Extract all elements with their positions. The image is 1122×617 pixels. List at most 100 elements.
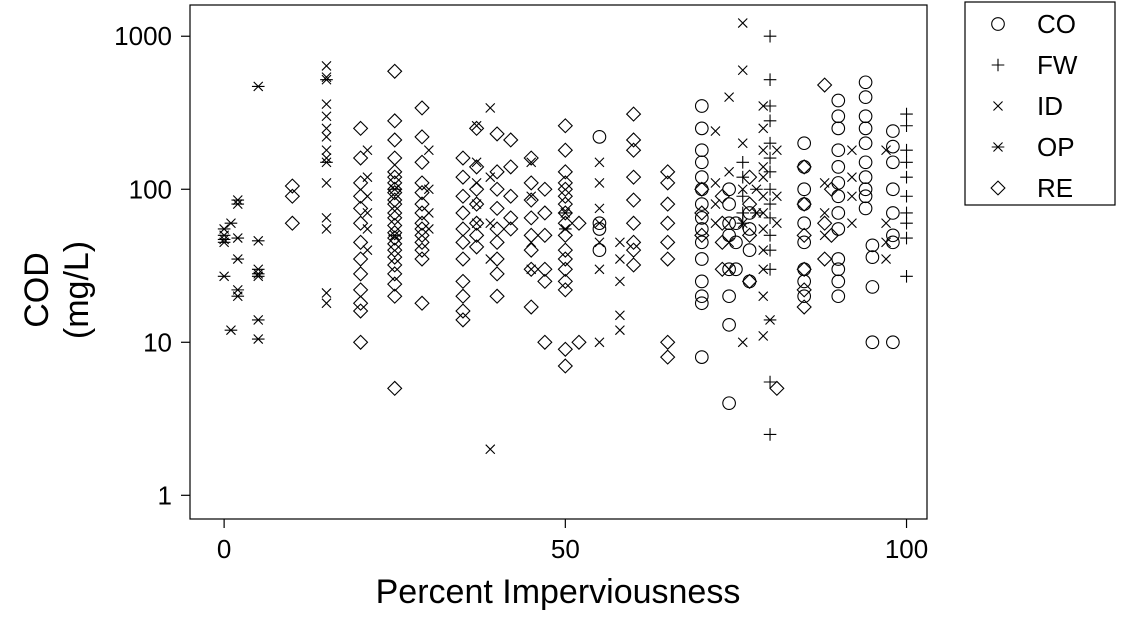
point-id xyxy=(881,218,891,229)
point-id xyxy=(758,245,769,256)
point-re xyxy=(387,205,403,221)
point-re xyxy=(455,169,471,185)
point-re xyxy=(557,227,574,243)
point-co xyxy=(797,274,812,289)
point-co xyxy=(865,280,880,294)
point-re xyxy=(557,164,574,180)
point-id xyxy=(471,120,482,131)
point-fw xyxy=(900,107,913,121)
point-id xyxy=(526,264,537,275)
point-id xyxy=(771,145,782,156)
point-re xyxy=(714,261,730,277)
point-re xyxy=(387,181,403,197)
point-fw xyxy=(763,165,777,179)
point-co xyxy=(831,143,846,158)
point-re xyxy=(284,188,301,204)
point-co xyxy=(722,396,736,411)
point-re xyxy=(387,164,403,180)
point-re xyxy=(741,273,758,290)
plot-frame xyxy=(189,4,928,520)
point-re xyxy=(523,210,539,226)
point-re xyxy=(523,227,539,243)
point-re xyxy=(352,295,369,311)
point-re xyxy=(489,266,505,282)
point-re xyxy=(503,221,519,237)
point-op xyxy=(750,208,763,218)
point-co xyxy=(865,238,880,253)
point-re xyxy=(523,242,539,258)
point-co xyxy=(722,197,736,211)
point-re xyxy=(816,215,833,231)
point-id xyxy=(758,331,769,341)
point-re xyxy=(414,154,430,170)
point-id xyxy=(758,101,769,111)
point-op xyxy=(559,208,572,218)
point-re xyxy=(660,349,676,365)
point-fw xyxy=(763,375,777,389)
point-re xyxy=(489,288,505,304)
legend-label: OP xyxy=(1037,132,1075,162)
point-re xyxy=(537,273,553,290)
point-re xyxy=(387,266,403,282)
point-re xyxy=(660,175,676,191)
y-tick-label: 1000 xyxy=(114,21,172,51)
point-fw xyxy=(763,136,777,150)
point-co xyxy=(694,252,709,266)
point-id xyxy=(321,145,332,156)
point-op xyxy=(231,233,245,243)
point-op xyxy=(217,237,231,248)
point-re xyxy=(284,178,301,194)
point-co xyxy=(797,235,812,250)
point-re xyxy=(387,276,403,292)
point-id xyxy=(710,126,721,136)
point-op xyxy=(750,184,763,195)
point-re xyxy=(352,303,369,319)
point-id xyxy=(471,157,482,168)
point-re xyxy=(741,169,758,185)
point-re xyxy=(660,215,676,231)
point-co xyxy=(694,155,709,170)
point-fw xyxy=(763,182,777,196)
point-id xyxy=(321,288,332,298)
point-re xyxy=(537,205,553,221)
point-id xyxy=(881,237,891,248)
point-re xyxy=(387,63,403,79)
point-co xyxy=(797,136,812,151)
point-id xyxy=(321,212,332,223)
point-co xyxy=(797,216,812,231)
y-axis-label-line1: COD xyxy=(18,252,56,328)
point-re xyxy=(660,251,676,267)
point-re xyxy=(387,192,403,208)
point-id xyxy=(594,203,605,214)
y-tick-label: 10 xyxy=(143,327,172,357)
legend-label: CO xyxy=(1037,9,1076,39)
point-id xyxy=(594,337,605,348)
point-co xyxy=(858,121,873,136)
point-co xyxy=(694,289,709,304)
point-re xyxy=(571,334,587,350)
point-op xyxy=(231,291,245,302)
point-id xyxy=(614,325,625,336)
point-id xyxy=(594,177,605,188)
point-op xyxy=(231,199,245,210)
point-re xyxy=(660,234,676,250)
point-re xyxy=(796,261,812,277)
point-id xyxy=(321,60,332,71)
legend-box xyxy=(964,1,1116,206)
point-id xyxy=(881,254,891,264)
point-op xyxy=(224,325,238,336)
point-id xyxy=(321,153,332,163)
point-id xyxy=(758,145,769,156)
point-re xyxy=(455,234,471,250)
legend-marker-re xyxy=(990,180,1006,196)
point-re xyxy=(455,205,471,221)
point-re xyxy=(741,227,758,243)
point-fw xyxy=(900,269,913,283)
point-re xyxy=(468,239,485,255)
point-id xyxy=(737,184,748,195)
point-re xyxy=(489,164,505,180)
point-id xyxy=(758,123,769,134)
point-co xyxy=(694,274,709,289)
point-re xyxy=(387,184,403,201)
point-op xyxy=(217,271,231,282)
